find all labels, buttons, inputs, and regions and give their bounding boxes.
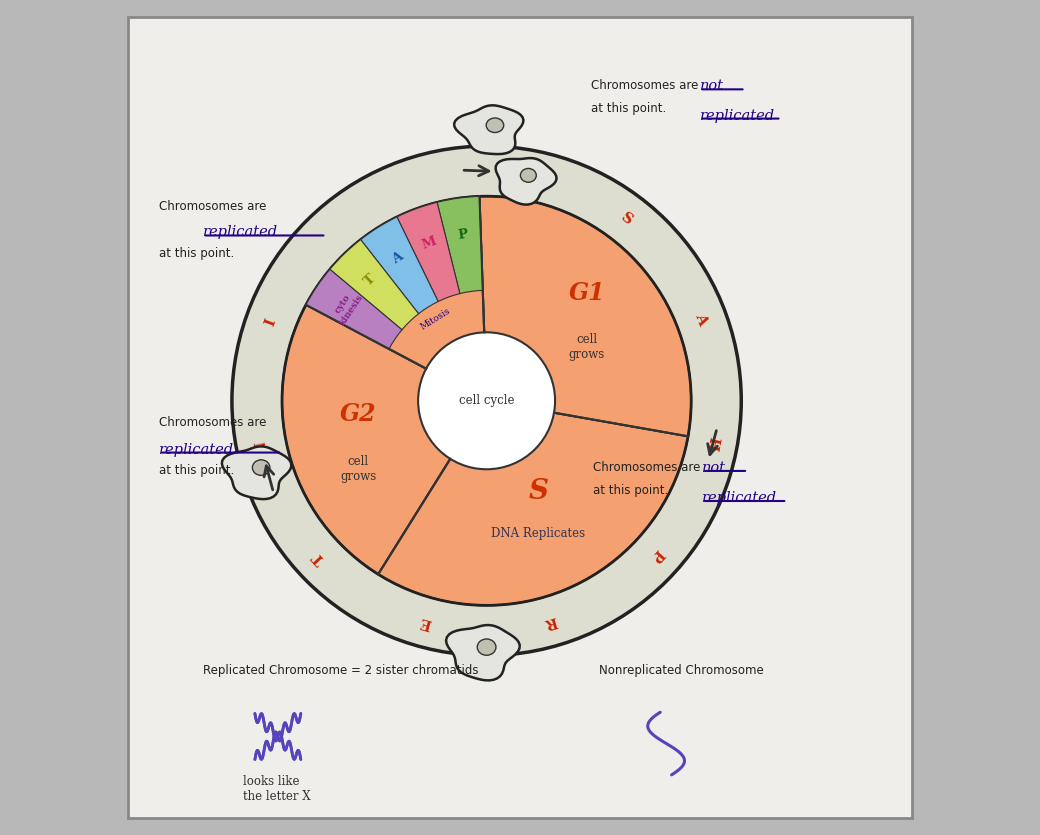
Text: S: S xyxy=(528,478,548,505)
Text: cell
grows: cell grows xyxy=(569,333,605,361)
Text: cell cycle: cell cycle xyxy=(459,394,515,407)
Wedge shape xyxy=(361,217,438,314)
Ellipse shape xyxy=(477,639,496,655)
Text: Replicated Chromosome = 2 sister chromatids: Replicated Chromosome = 2 sister chromat… xyxy=(203,664,478,677)
Wedge shape xyxy=(306,270,402,349)
Wedge shape xyxy=(479,196,692,437)
Ellipse shape xyxy=(486,118,503,133)
Wedge shape xyxy=(282,305,487,574)
Wedge shape xyxy=(306,196,487,401)
Text: replicated: replicated xyxy=(702,491,777,505)
Text: at this point.: at this point. xyxy=(159,247,235,261)
Text: P: P xyxy=(648,546,666,564)
Text: cell
grows: cell grows xyxy=(340,454,376,483)
Text: at this point.: at this point. xyxy=(159,464,235,478)
Text: replicated: replicated xyxy=(159,443,234,457)
Wedge shape xyxy=(379,401,688,605)
Text: R: R xyxy=(543,613,558,630)
Text: cyto
kinesis: cyto kinesis xyxy=(330,287,365,327)
Text: DNA Replicates: DNA Replicates xyxy=(491,527,586,540)
Polygon shape xyxy=(496,158,556,205)
Text: not: not xyxy=(702,461,726,475)
Ellipse shape xyxy=(520,169,537,182)
Text: T: T xyxy=(362,272,379,288)
Text: M: M xyxy=(420,235,438,252)
Text: Chromosomes are: Chromosomes are xyxy=(594,461,701,474)
Polygon shape xyxy=(454,105,523,154)
Text: at this point.: at this point. xyxy=(594,484,669,498)
Text: N: N xyxy=(254,439,269,455)
Text: Nonreplicated Chromosome: Nonreplicated Chromosome xyxy=(599,664,764,677)
Wedge shape xyxy=(232,146,742,655)
Text: A: A xyxy=(390,250,406,266)
Wedge shape xyxy=(330,240,418,330)
Polygon shape xyxy=(222,447,291,499)
Ellipse shape xyxy=(253,460,270,475)
Text: P: P xyxy=(458,228,469,242)
Text: Chromosomes are: Chromosomes are xyxy=(159,200,266,214)
Text: Mitosis: Mitosis xyxy=(419,306,452,332)
Text: E: E xyxy=(504,164,517,180)
Text: G1: G1 xyxy=(569,281,605,305)
Text: Chromosomes are: Chromosomes are xyxy=(591,79,698,93)
Text: S: S xyxy=(618,210,635,228)
Text: looks like
the letter X: looks like the letter X xyxy=(242,775,310,803)
FancyBboxPatch shape xyxy=(128,17,912,818)
Wedge shape xyxy=(437,196,483,294)
Polygon shape xyxy=(446,625,520,681)
Text: at this point.: at this point. xyxy=(591,102,667,115)
Circle shape xyxy=(418,332,555,469)
Text: A: A xyxy=(693,311,709,326)
Text: H: H xyxy=(704,435,721,452)
Text: replicated: replicated xyxy=(203,225,278,240)
Text: I: I xyxy=(263,316,279,328)
Text: E: E xyxy=(419,614,433,630)
Text: not: not xyxy=(700,79,724,94)
Wedge shape xyxy=(397,202,460,301)
Text: Chromosomes are: Chromosomes are xyxy=(159,416,266,429)
Text: replicated: replicated xyxy=(700,109,775,123)
Text: T: T xyxy=(310,549,328,566)
Text: G2: G2 xyxy=(340,402,376,427)
